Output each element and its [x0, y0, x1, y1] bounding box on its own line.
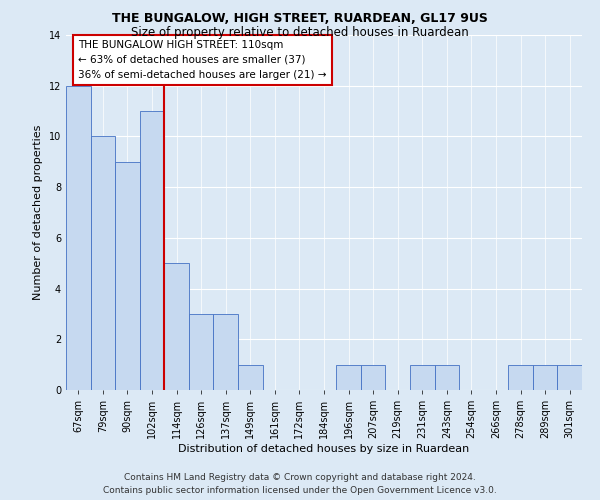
Bar — [164, 263, 189, 390]
Text: Size of property relative to detached houses in Ruardean: Size of property relative to detached ho… — [131, 26, 469, 39]
Bar — [66, 86, 91, 390]
Bar — [238, 364, 263, 390]
Bar — [557, 364, 582, 390]
X-axis label: Distribution of detached houses by size in Ruardean: Distribution of detached houses by size … — [178, 444, 470, 454]
Bar — [189, 314, 214, 390]
Text: THE BUNGALOW, HIGH STREET, RUARDEAN, GL17 9US: THE BUNGALOW, HIGH STREET, RUARDEAN, GL1… — [112, 12, 488, 26]
Bar — [533, 364, 557, 390]
Text: THE BUNGALOW HIGH STREET: 110sqm
← 63% of detached houses are smaller (37)
36% o: THE BUNGALOW HIGH STREET: 110sqm ← 63% o… — [78, 40, 327, 80]
Bar — [508, 364, 533, 390]
Bar — [91, 136, 115, 390]
Bar — [140, 111, 164, 390]
Bar — [361, 364, 385, 390]
Bar — [410, 364, 434, 390]
Text: Contains HM Land Registry data © Crown copyright and database right 2024.
Contai: Contains HM Land Registry data © Crown c… — [103, 474, 497, 495]
Bar — [214, 314, 238, 390]
Bar — [115, 162, 140, 390]
Y-axis label: Number of detached properties: Number of detached properties — [33, 125, 43, 300]
Bar — [434, 364, 459, 390]
Bar — [336, 364, 361, 390]
